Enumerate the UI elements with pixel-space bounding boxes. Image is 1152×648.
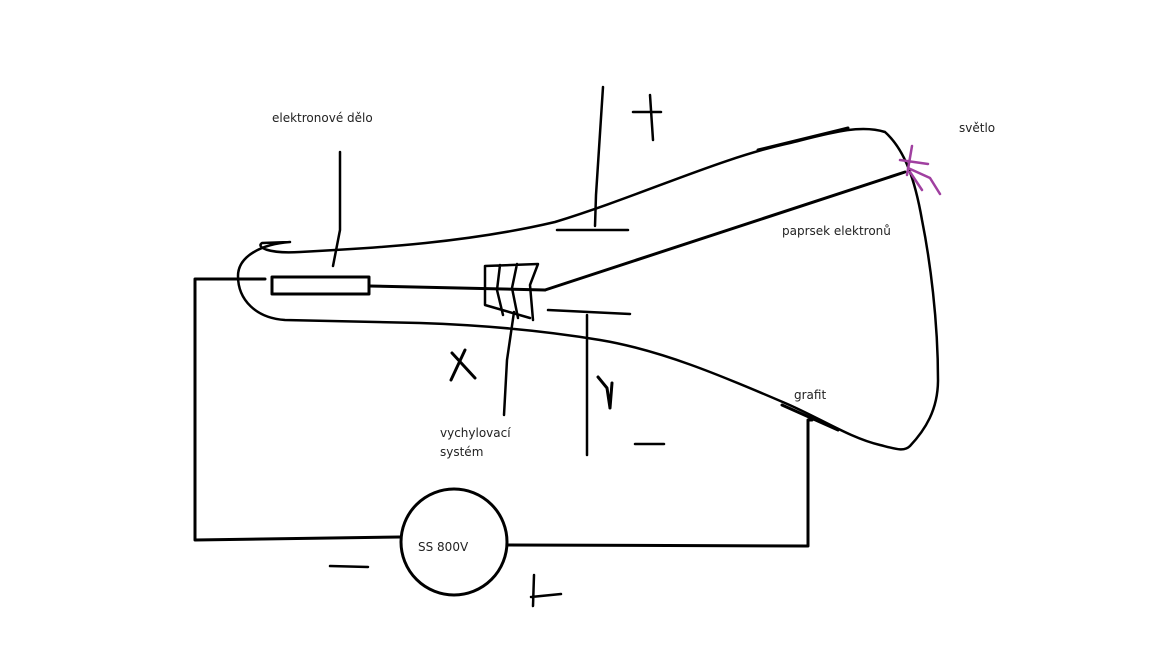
label-electron-beam: paprsek elektronů xyxy=(782,224,891,238)
label-electron-gun: elektronové dělo xyxy=(272,111,373,125)
label-deflection-line2: systém xyxy=(440,445,483,459)
electron-beam xyxy=(543,170,907,292)
circuit-left-wire xyxy=(193,277,402,542)
voltage-source xyxy=(399,487,509,597)
graphite-coating xyxy=(780,403,840,432)
electron-gun xyxy=(270,275,371,296)
tube-outline xyxy=(236,127,940,451)
light-burst xyxy=(898,144,942,196)
deflection-coils xyxy=(483,262,540,322)
label-light: světlo xyxy=(959,121,995,135)
plus-sign-upper xyxy=(631,93,663,142)
x-mark xyxy=(449,348,477,382)
beam-inner xyxy=(367,284,547,292)
circuit-right-wire xyxy=(505,418,814,548)
deflection-pointer xyxy=(502,310,516,417)
upper-plate-wire xyxy=(593,85,605,228)
label-deflection-line1: vychylovací xyxy=(440,426,511,440)
lower-plate xyxy=(546,308,632,316)
label-graphite: grafit xyxy=(794,388,826,402)
graphite-top-coating xyxy=(756,126,850,152)
label-source: SS 800V xyxy=(418,540,469,554)
y-mark xyxy=(596,375,614,410)
minus-sign-source xyxy=(328,564,370,569)
electron-gun-pointer xyxy=(331,150,342,268)
plus-sign-source xyxy=(529,573,563,608)
